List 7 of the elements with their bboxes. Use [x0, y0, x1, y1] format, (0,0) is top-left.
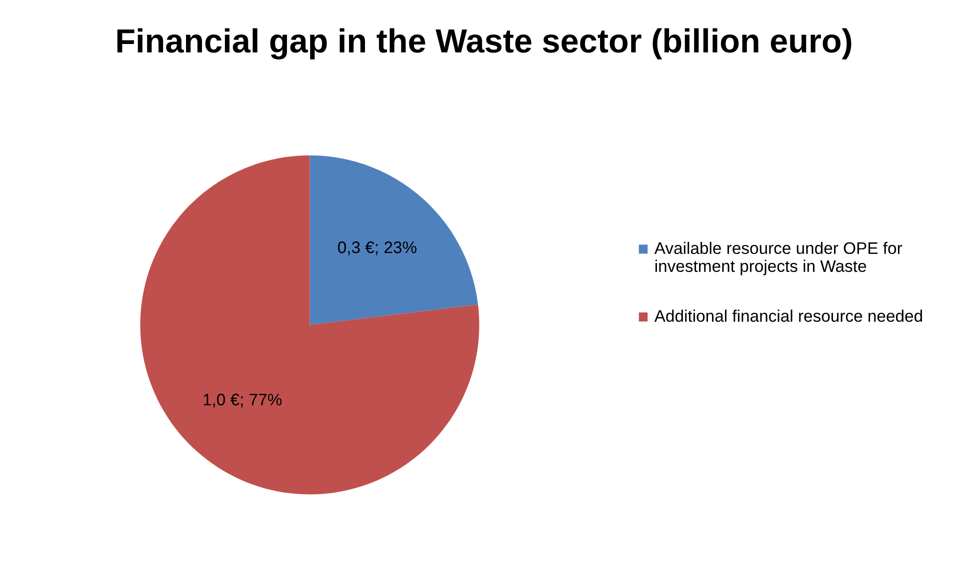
pie-slice	[310, 155, 478, 325]
data-label: 0,3 €; 23%	[338, 241, 416, 256]
pie-slice	[140, 155, 480, 494]
legend-label: Available resource under OPE for investment projects in Waste	[654, 242, 902, 276]
legend-label: Additional financial resource needed	[654, 310, 922, 322]
data-label: 1,0 €; 77%	[204, 394, 282, 408]
chart-title: Financial gap in the Waste sector (billion euro)	[117, 28, 852, 60]
